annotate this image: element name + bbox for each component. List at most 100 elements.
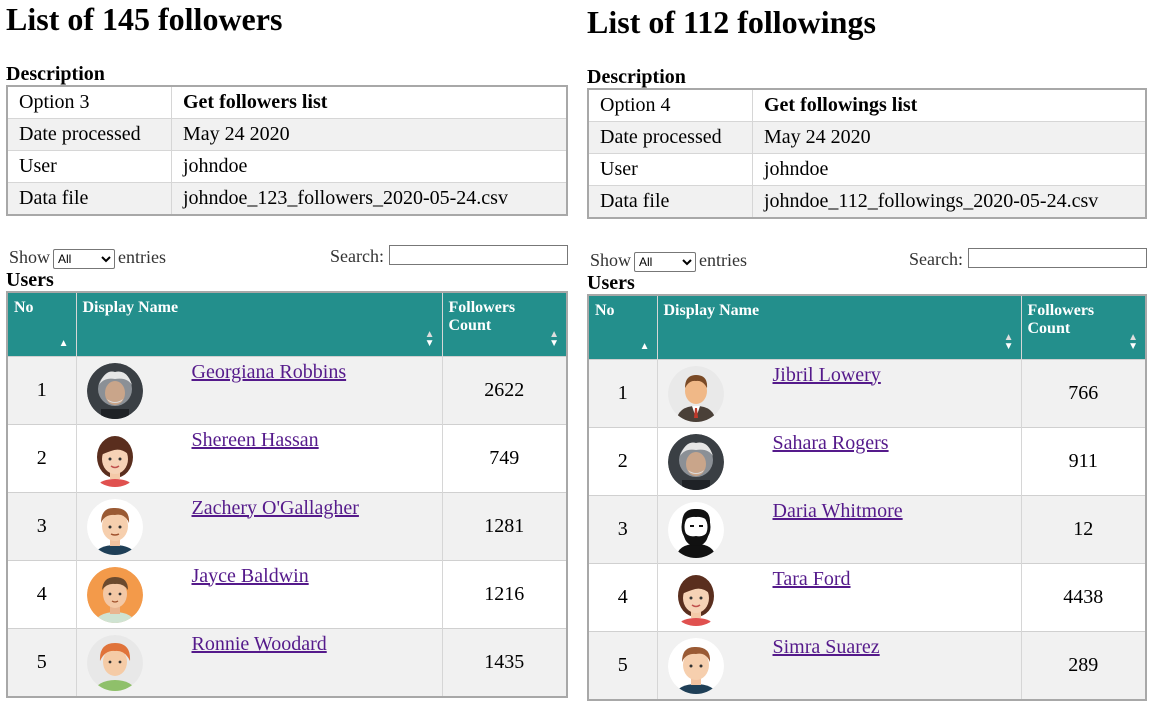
woman-avatar-icon xyxy=(667,569,724,626)
description-key: Data file xyxy=(7,182,172,216)
search-input[interactable] xyxy=(389,245,568,265)
column-header-label: Followers Count xyxy=(1027,302,1095,337)
followings-panel: List of 112 followings Description Optio… xyxy=(587,0,1147,701)
description-key: Option 3 xyxy=(7,86,172,119)
show-label: Show xyxy=(9,247,51,267)
table-row: 5 Simra Suarez 289 xyxy=(588,630,1146,700)
page-length-control: Show All entries xyxy=(9,245,166,269)
followers-count: 289 xyxy=(1021,630,1146,700)
display-name-cell: Zachery O'Gallagher xyxy=(76,491,443,560)
column-header-followers-count[interactable]: Followers Count ▲ ▼ xyxy=(442,292,567,356)
search-input[interactable] xyxy=(968,248,1147,268)
man-avatar-icon xyxy=(667,637,724,694)
sort-ascending-icon: ▲ xyxy=(58,337,69,349)
user-name-link[interactable]: Zachery O'Gallagher xyxy=(191,496,359,519)
table-row: 1 Georgiana Robbins 2622 xyxy=(7,355,567,424)
description-key: Date processed xyxy=(7,118,172,151)
show-label: Show xyxy=(590,250,632,270)
table-controls: Show All entries Search: xyxy=(6,245,568,269)
followers-count: 911 xyxy=(1021,426,1146,495)
page-length-control: Show All entries xyxy=(590,248,747,272)
users-title: Users xyxy=(6,269,54,291)
entries-label: entries xyxy=(118,247,166,267)
sort-ascending-icon: ▲ xyxy=(639,340,650,352)
table-row: 4 Jayce Baldwin 1216 xyxy=(7,559,567,628)
user-name-link[interactable]: Shereen Hassan xyxy=(191,428,319,451)
user-name-link[interactable]: Tara Ford xyxy=(772,567,851,590)
user-name-link[interactable]: Sahara Rogers xyxy=(772,431,889,454)
followers-count: 1281 xyxy=(442,491,567,560)
column-header-label: No xyxy=(14,299,34,316)
display-name-cell: Simra Suarez xyxy=(657,630,1022,700)
description-value: May 24 2020 xyxy=(171,118,567,151)
row-number: 3 xyxy=(7,491,77,560)
description-value: Get followers list xyxy=(171,86,567,119)
column-header-label: Followers Count xyxy=(448,299,516,334)
column-header-no[interactable]: No ▲ xyxy=(588,295,658,359)
followers-count: 2622 xyxy=(442,355,567,424)
page-length-select[interactable]: All xyxy=(634,251,697,272)
description-value: johndoe xyxy=(171,150,567,183)
followers-count: 749 xyxy=(442,423,567,492)
column-header-display-name[interactable]: Display Name ▲ ▼ xyxy=(76,292,443,356)
einstein-avatar-icon xyxy=(667,433,724,490)
woman-avatar-icon xyxy=(86,430,143,487)
description-row: Data file johndoe_112_followings_2020-05… xyxy=(588,185,1146,219)
description-table: Option 4 Get followings list Date proces… xyxy=(587,88,1147,219)
entries-label: entries xyxy=(699,250,747,270)
sort-both-icon: ▲ ▼ xyxy=(1128,331,1138,352)
description-row: Data file johndoe_123_followers_2020-05-… xyxy=(7,182,567,216)
display-name-cell: Jayce Baldwin xyxy=(76,559,443,628)
row-number: 4 xyxy=(7,559,77,628)
table-header-row: No ▲ Display Name ▲ ▼ Followers Count ▲ ▼ xyxy=(588,295,1146,359)
description-value: johndoe_123_followers_2020-05-24.csv xyxy=(171,182,567,216)
description-value: May 24 2020 xyxy=(752,121,1146,154)
user-name-link[interactable]: Jibril Lowery xyxy=(772,363,881,386)
column-header-no[interactable]: No ▲ xyxy=(7,292,77,356)
businessman-avatar-icon xyxy=(667,365,724,422)
description-value: johndoe_112_followings_2020-05-24.csv xyxy=(752,185,1146,219)
description-row: Date processed May 24 2020 xyxy=(588,121,1146,154)
bearded-man-avatar-icon xyxy=(667,501,724,558)
table-row: 1 Jibril Lowery 766 xyxy=(588,358,1146,427)
search-label: Search: xyxy=(909,249,963,269)
user-name-link[interactable]: Jayce Baldwin xyxy=(191,564,309,587)
user-name-link[interactable]: Ronnie Woodard xyxy=(191,632,327,655)
user-name-link[interactable]: Simra Suarez xyxy=(772,635,880,658)
description-value: johndoe xyxy=(752,153,1146,186)
column-header-display-name[interactable]: Display Name ▲ ▼ xyxy=(657,295,1022,359)
row-number: 4 xyxy=(588,562,658,631)
row-number: 1 xyxy=(588,358,658,427)
description-table: Option 3 Get followers list Date process… xyxy=(6,85,568,216)
users-table: No ▲ Display Name ▲ ▼ Followers Count ▲ ▼ 1 xyxy=(6,291,568,698)
search-label: Search: xyxy=(330,246,384,266)
user-name-link[interactable]: Daria Whitmore xyxy=(772,499,903,522)
description-key: Option 4 xyxy=(588,89,753,122)
description-title: Description xyxy=(6,63,105,85)
row-number: 3 xyxy=(588,494,658,563)
column-header-label: Display Name xyxy=(663,302,760,319)
display-name-cell: Jibril Lowery xyxy=(657,358,1022,427)
users-title: Users xyxy=(587,272,635,294)
sort-both-icon: ▲ ▼ xyxy=(424,328,435,349)
description-title: Description xyxy=(587,66,686,88)
table-header-row: No ▲ Display Name ▲ ▼ Followers Count ▲ ▼ xyxy=(7,292,567,356)
column-header-label: Display Name xyxy=(82,299,179,316)
column-header-followers-count[interactable]: Followers Count ▲ ▼ xyxy=(1021,295,1146,359)
young-man-avatar-icon xyxy=(86,566,143,623)
user-name-link[interactable]: Georgiana Robbins xyxy=(191,360,347,383)
sort-both-icon: ▲ ▼ xyxy=(549,328,559,349)
table-row: 2 Sahara Rogers 911 xyxy=(588,426,1146,495)
display-name-cell: Daria Whitmore xyxy=(657,494,1022,563)
table-row: 2 Shereen Hassan 749 xyxy=(7,423,567,492)
display-name-cell: Shereen Hassan xyxy=(76,423,443,492)
row-number: 1 xyxy=(7,355,77,424)
einstein-avatar-icon xyxy=(86,362,143,419)
row-number: 5 xyxy=(7,627,77,697)
followers-panel: List of 145 followers Description Option… xyxy=(6,0,568,698)
man-avatar-icon xyxy=(86,498,143,555)
row-number: 5 xyxy=(588,630,658,700)
page-title: List of 145 followers xyxy=(6,1,283,37)
page-length-select[interactable]: All xyxy=(53,248,116,269)
description-key: Date processed xyxy=(588,121,753,154)
